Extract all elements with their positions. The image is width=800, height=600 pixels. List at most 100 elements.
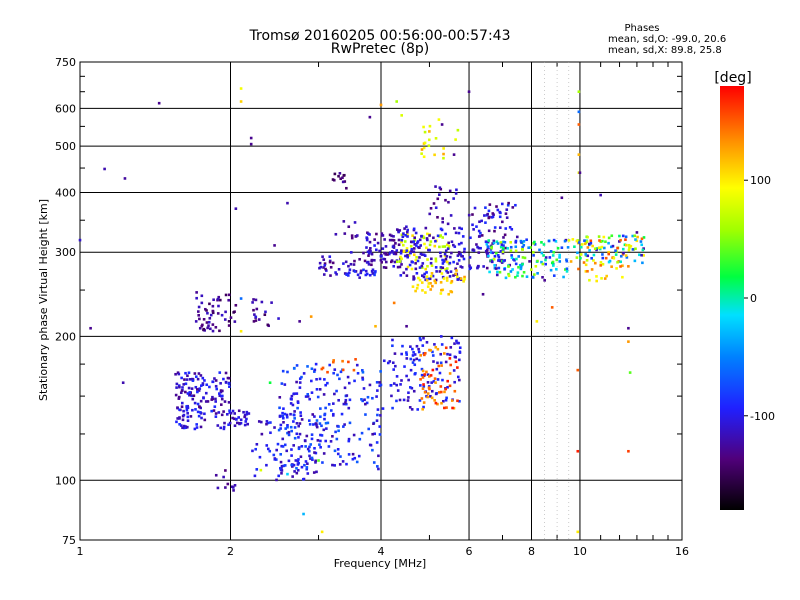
data-point [291,403,295,407]
data-point [499,250,503,253]
data-point [575,239,579,243]
data-point [443,390,446,394]
data-point [335,272,338,276]
data-point [254,447,258,451]
data-point [199,411,202,414]
data-point [420,148,424,151]
data-point [226,482,230,486]
data-point [558,260,562,263]
data-point [544,256,548,259]
colorbar-ticks: 100 0 -100 [744,174,775,423]
data-point [293,417,296,420]
data-point [576,449,580,453]
data-point [452,197,455,200]
data-point [187,386,191,390]
y-tick-label: 100 [55,474,76,487]
data-point [432,360,435,363]
data-point [305,467,309,471]
data-point [205,309,208,312]
data-point [328,260,332,264]
data-point [406,253,409,257]
data-point [467,90,471,94]
data-point [252,308,255,312]
data-point [412,253,416,257]
data-point [421,344,425,347]
data-point [341,176,344,180]
data-point [383,238,386,241]
data-point [193,427,197,431]
data-point [416,240,420,243]
data-point [443,254,447,258]
data-point [586,235,589,239]
data-point [564,268,567,271]
data-point [441,262,445,265]
data-point [277,317,280,320]
data-point [387,252,391,256]
data-point [497,266,501,270]
data-point [434,401,438,405]
data-point [182,424,186,428]
data-point [434,206,438,210]
data-point [455,339,458,343]
data-point [448,189,452,193]
data-point [411,347,414,351]
data-point [255,307,259,311]
data-point [279,468,283,472]
data-point [461,235,465,238]
data-point [384,251,388,255]
data-point [577,267,580,271]
data-point [285,413,289,417]
data-point [345,394,349,397]
data-point [487,209,491,213]
data-point [456,254,460,257]
data-point [249,136,253,140]
data-point [373,258,376,262]
data-point [366,250,370,254]
data-point [178,422,181,426]
data-point [597,246,601,250]
data-point [418,238,422,242]
data-point [433,343,436,346]
data-point [216,486,220,490]
data-point [619,265,622,268]
data-point [477,246,481,250]
data-point [413,236,416,240]
data-point [578,171,582,175]
data-point [305,434,309,438]
data-point [184,390,187,394]
data-point [579,256,582,260]
data-point [455,275,459,279]
data-point [434,185,437,188]
data-point [182,383,186,386]
data-point [411,361,415,364]
data-point [589,241,593,245]
data-point [402,249,406,253]
data-point [224,310,227,314]
data-point [509,240,513,244]
data-point [219,382,222,385]
data-point [621,247,625,251]
data-point [193,372,197,375]
data-point [224,371,228,375]
data-point [257,318,261,321]
data-point [319,445,322,449]
data-point [607,252,611,256]
data-point [425,341,429,344]
data-point [611,244,615,248]
data-point [210,398,214,401]
data-point [395,228,399,231]
data-point [344,260,348,264]
data-point [438,245,441,249]
data-point [200,301,204,305]
data-point [493,255,497,258]
data-point [450,251,453,255]
data-point [422,275,426,279]
data-point [422,385,426,388]
data-point [216,312,220,315]
data-point [514,249,518,253]
data-point [583,239,586,242]
data-point [428,243,432,247]
data-point [177,372,181,376]
data-point [323,264,327,267]
data-point [358,437,362,441]
